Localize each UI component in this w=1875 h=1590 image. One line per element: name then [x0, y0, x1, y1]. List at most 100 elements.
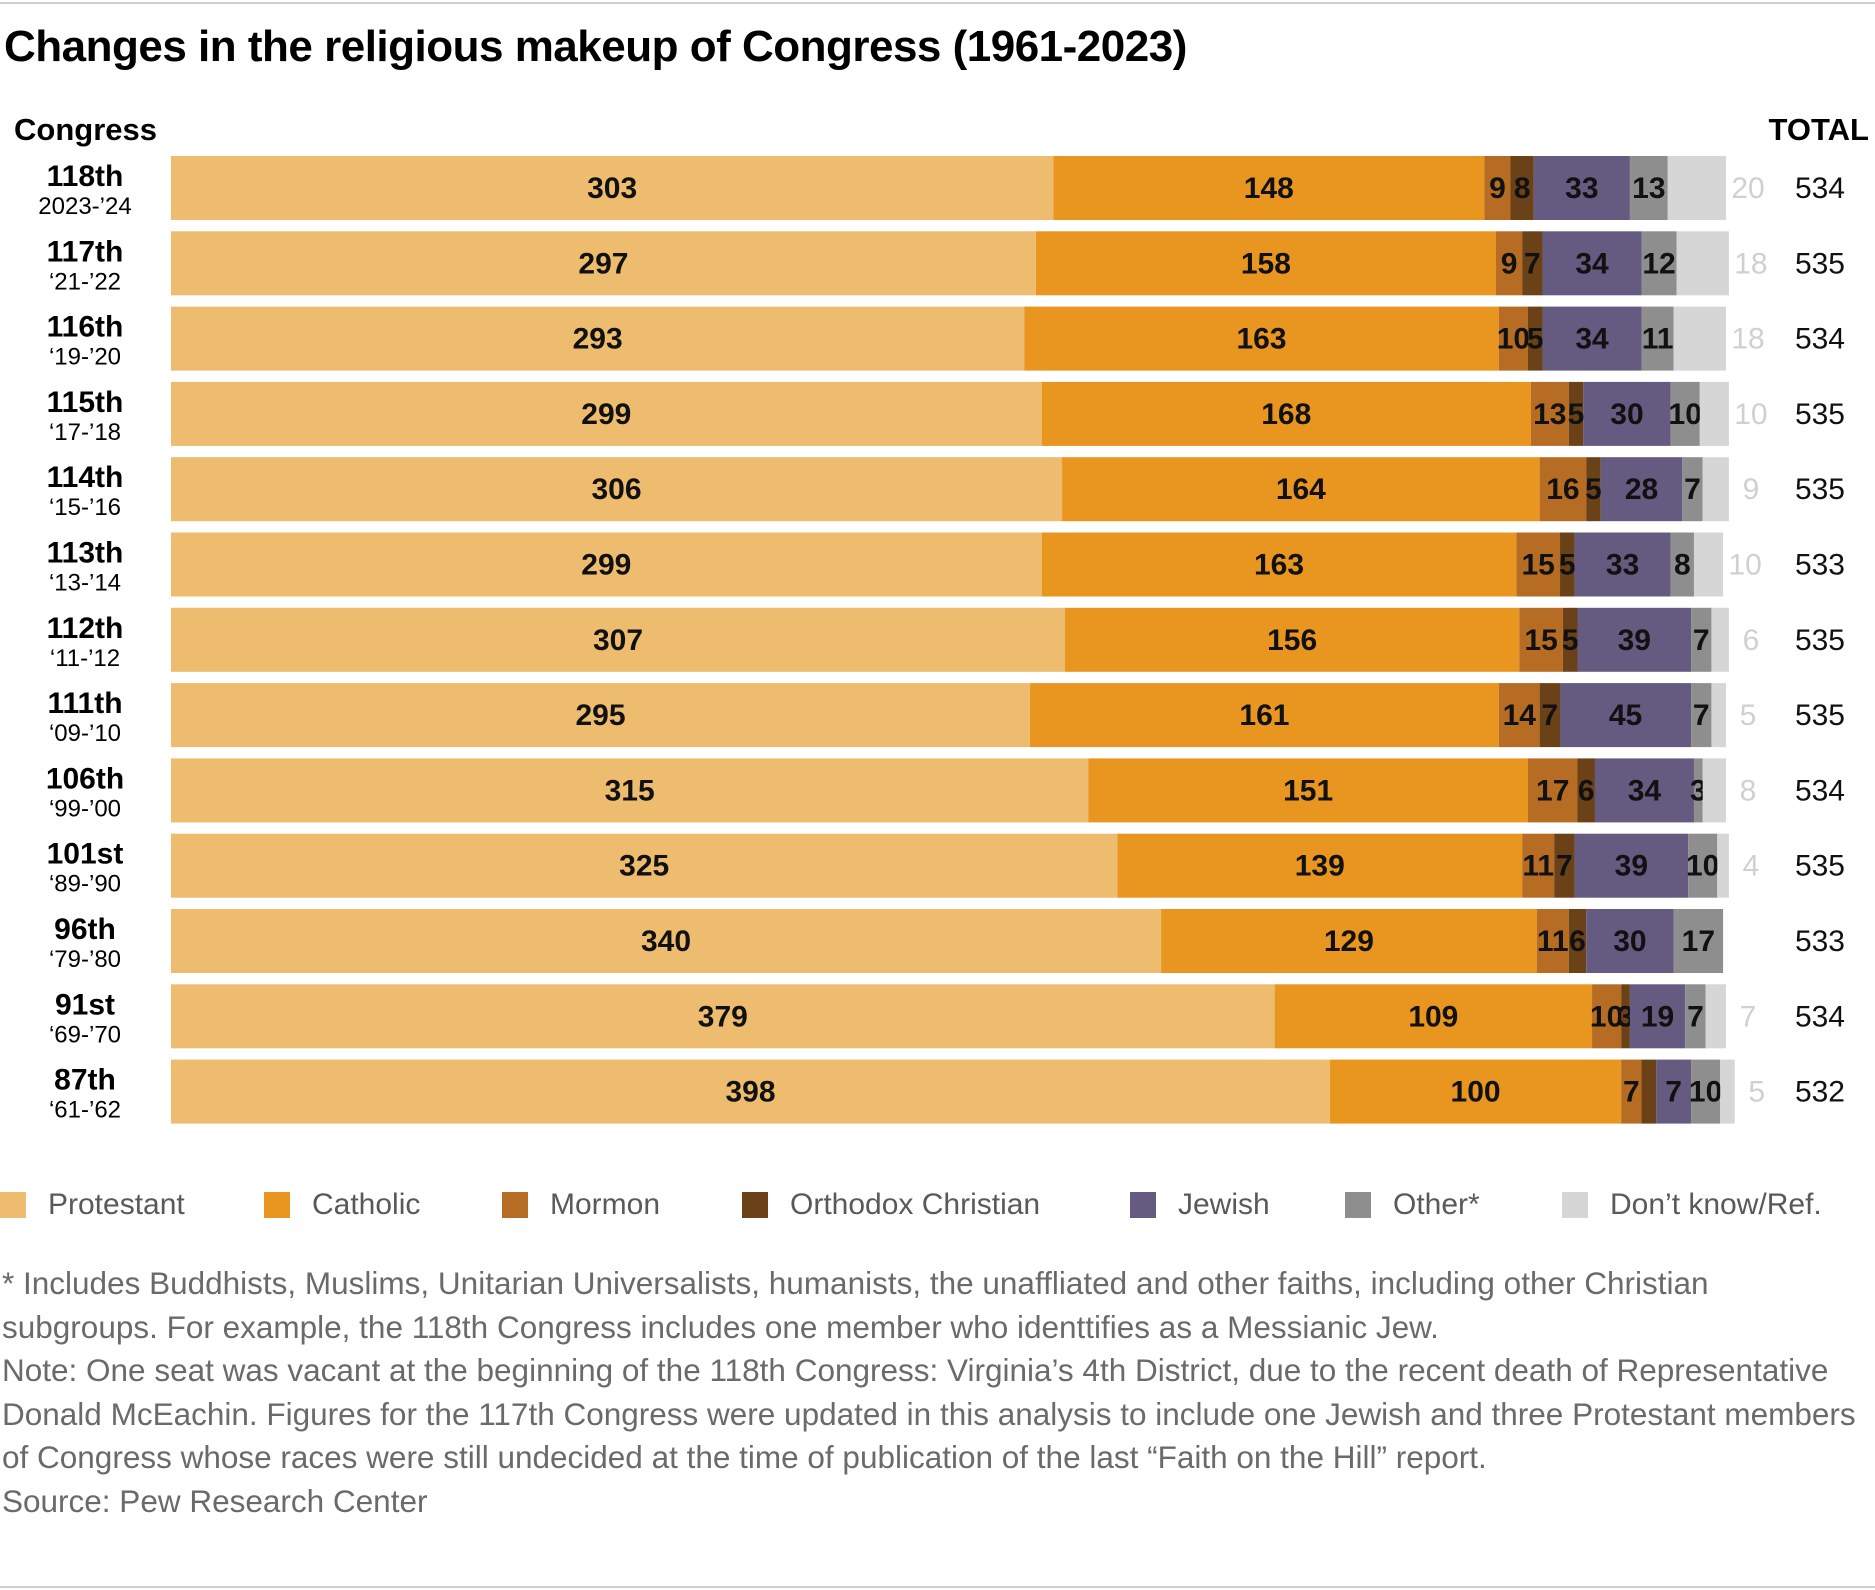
- data-label: 8: [1740, 774, 1757, 807]
- bar-segment: [1035, 231, 1496, 296]
- congress-label-113th: 113th: [47, 537, 124, 570]
- congress-label-91st: 91st: [55, 988, 115, 1021]
- bar-segment: [1542, 306, 1642, 371]
- data-label: 9: [1501, 247, 1518, 280]
- bar-segment: [171, 984, 1275, 1049]
- legend-label: Don’t know/Ref.: [1610, 1188, 1822, 1221]
- bar-segment: [1586, 457, 1601, 522]
- bar-segment: [171, 758, 1089, 823]
- legend-label: Jewish: [1178, 1188, 1270, 1221]
- data-label: 16: [1546, 473, 1579, 506]
- data-label: 297: [578, 247, 628, 280]
- bar-segment: [1702, 457, 1729, 522]
- data-label: 30: [1610, 398, 1643, 431]
- legend-label: Orthodox Christian: [790, 1188, 1041, 1221]
- data-label: 5: [1527, 323, 1544, 356]
- data-label: 20: [1731, 172, 1764, 205]
- data-label: 10: [1590, 1000, 1623, 1033]
- bar-segment: [1685, 984, 1706, 1049]
- bar-segment: [1705, 984, 1726, 1049]
- bar-segment: [1542, 231, 1642, 296]
- data-label: 398: [725, 1076, 775, 1109]
- congress-years-91st: ‘69-’70: [49, 1021, 121, 1048]
- bar-segment: [1539, 457, 1587, 522]
- data-label: 5: [1740, 699, 1757, 732]
- bar-segment: [1641, 1059, 1657, 1124]
- bar-segment: [1676, 231, 1729, 296]
- bar-segment: [1024, 306, 1499, 371]
- bar-segment: [1533, 156, 1630, 220]
- bar-segment: [1161, 909, 1537, 973]
- bar-segment: [171, 683, 1031, 748]
- bar-segment: [1536, 909, 1569, 973]
- data-label: 100: [1451, 1076, 1501, 1109]
- bar-segment: [1329, 1059, 1622, 1124]
- bar-segment: [1064, 607, 1520, 672]
- bar-segment: [1527, 306, 1543, 371]
- data-label: 10: [1497, 323, 1530, 356]
- congress-years-117th: ‘21-’22: [49, 268, 121, 295]
- bar-segment: [1629, 156, 1668, 220]
- data-label: 39: [1615, 850, 1648, 883]
- data-label: 325: [619, 850, 669, 883]
- total-value: 535: [1795, 850, 1845, 883]
- data-label: 45: [1609, 699, 1642, 732]
- bar-segment: [1574, 532, 1671, 597]
- bar-segment: [1498, 683, 1540, 748]
- data-label: 158: [1241, 247, 1291, 280]
- bar-segment: [1516, 532, 1561, 597]
- total-value: 535: [1795, 247, 1845, 280]
- congress-years-87th: ‘61-’62: [49, 1097, 121, 1124]
- bar-segment: [171, 457, 1063, 522]
- congress-label-96th: 96th: [54, 913, 116, 946]
- legend-swatch: [1130, 1192, 1156, 1218]
- congress-years-116th: ‘19-’20: [49, 344, 121, 371]
- total-value: 532: [1795, 1076, 1845, 1109]
- data-label: 19: [1641, 1000, 1674, 1033]
- data-label: 18: [1734, 247, 1767, 280]
- data-label: 303: [587, 172, 637, 205]
- data-label: 5: [1562, 624, 1579, 657]
- bottom-rule: [0, 1586, 1875, 1588]
- data-label: 168: [1261, 398, 1311, 431]
- data-label: 11: [1537, 925, 1569, 958]
- bar-segment: [1691, 607, 1712, 672]
- legend-item: Jewish: [1130, 1188, 1270, 1222]
- data-label: 6: [1743, 624, 1760, 657]
- bar-segment: [1495, 231, 1523, 296]
- data-label: 10: [1669, 398, 1702, 431]
- data-label: 39: [1618, 624, 1651, 657]
- bar-segment: [171, 909, 1162, 973]
- data-label: 9: [1489, 172, 1506, 205]
- total-value: 535: [1795, 473, 1845, 506]
- data-label: 30: [1613, 925, 1646, 958]
- data-label: 307: [593, 624, 643, 657]
- congress-years-115th: ‘17-’18: [49, 419, 121, 446]
- chart-legend: Protestant Catholic Mormon Orthodox Christi…: [0, 1188, 1875, 1228]
- data-label: 33: [1606, 549, 1639, 582]
- data-label: 7: [1665, 1076, 1682, 1109]
- congress-label-106th: 106th: [46, 762, 124, 795]
- total-value: 535: [1795, 398, 1845, 431]
- bar-segment: [1522, 231, 1543, 296]
- bar-segment: [1568, 909, 1587, 973]
- congress-label-115th: 115th: [47, 386, 124, 419]
- data-label: 163: [1237, 323, 1287, 356]
- legend-label: Protestant: [48, 1188, 185, 1221]
- congress-years-114th: ‘15-’16: [49, 494, 121, 521]
- bar-segment: [171, 532, 1042, 597]
- bar-segment: [171, 156, 1054, 220]
- bar-segment: [1670, 532, 1694, 597]
- data-label: 34: [1575, 247, 1609, 280]
- data-label: 7: [1524, 247, 1541, 280]
- legend-label: Mormon: [550, 1188, 661, 1221]
- bar-segment: [1693, 532, 1724, 597]
- total-value: 535: [1795, 624, 1845, 657]
- bar-segment: [1691, 683, 1712, 748]
- data-label: 156: [1267, 624, 1317, 657]
- congress-label-111th: 111th: [47, 687, 122, 720]
- bar-segment: [1621, 984, 1630, 1049]
- data-label: 109: [1408, 1000, 1458, 1033]
- bar-segment: [1577, 607, 1692, 672]
- data-label: 340: [641, 925, 691, 958]
